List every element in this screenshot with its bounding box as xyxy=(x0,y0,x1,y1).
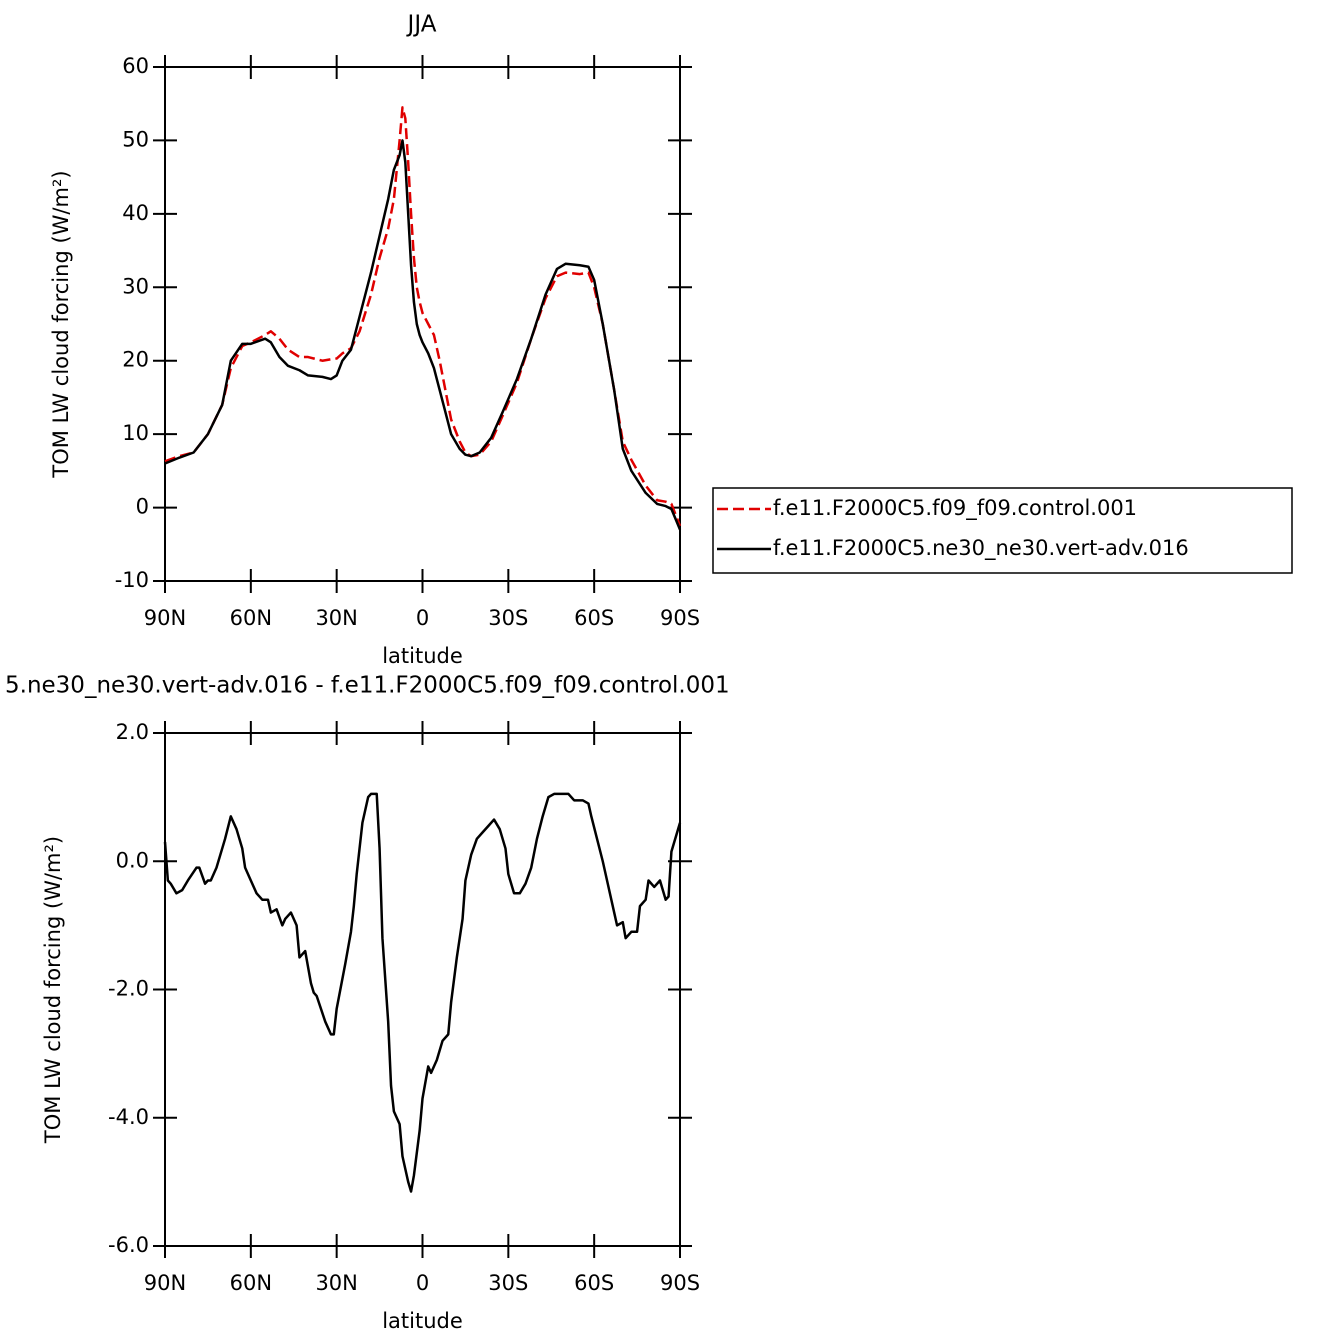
data-line xyxy=(163,792,682,1193)
x-axis-label: latitude xyxy=(382,1309,463,1333)
y-axis-label: TOM LW cloud forcing (W/m²) xyxy=(49,170,73,478)
y-tick-label: -6.0 xyxy=(108,1233,149,1257)
data-line xyxy=(164,139,682,531)
legend-label: f.e11.F2000C5.ne30_ne30.vert-adv.016 xyxy=(773,536,1189,561)
y-tick-label: 2.0 xyxy=(116,720,149,744)
x-tick-label: 60S xyxy=(574,1271,614,1295)
x-tick-label: 60N xyxy=(230,1271,272,1295)
x-tick-label: 60N xyxy=(230,606,272,630)
plot-frame xyxy=(164,732,681,1247)
y-tick-label: 10 xyxy=(122,421,149,445)
x-tick-label: 30N xyxy=(315,606,357,630)
x-tick-label: 0 xyxy=(416,1271,429,1295)
plot-frame xyxy=(164,66,681,582)
x-tick-label: 30S xyxy=(488,1271,528,1295)
x-tick-label: 90S xyxy=(660,1271,700,1295)
y-tick-label: 30 xyxy=(122,274,149,298)
chart-title: 5.ne30_ne30.vert-adv.016 - f.e11.F2000C5… xyxy=(5,673,730,699)
y-tick-label: 20 xyxy=(122,348,149,372)
y-axis-label: TOM LW cloud forcing (W/m²) xyxy=(41,836,65,1144)
legend-label: f.e11.F2000C5.f09_f09.control.001 xyxy=(773,496,1137,521)
y-tick-label: -10 xyxy=(115,568,149,592)
x-tick-label: 60S xyxy=(574,606,614,630)
y-tick-label: -4.0 xyxy=(108,1105,149,1129)
y-tick-label: 40 xyxy=(122,201,149,225)
y-tick-label: 0.0 xyxy=(116,848,149,872)
legend-box xyxy=(712,487,1293,574)
x-axis-label: latitude xyxy=(382,644,463,668)
x-tick-label: 90N xyxy=(144,606,186,630)
chart-title: JJA xyxy=(406,12,437,38)
x-tick-label: 90S xyxy=(660,606,700,630)
x-tick-label: 30N xyxy=(315,1271,357,1295)
x-tick-label: 0 xyxy=(416,606,429,630)
x-tick-label: 30S xyxy=(488,606,528,630)
y-tick-label: -2.0 xyxy=(108,977,149,1001)
y-tick-label: 60 xyxy=(122,54,149,78)
data-line xyxy=(164,106,682,527)
y-tick-label: 50 xyxy=(122,127,149,151)
x-tick-label: 90N xyxy=(144,1271,186,1295)
y-tick-label: 0 xyxy=(136,495,149,519)
